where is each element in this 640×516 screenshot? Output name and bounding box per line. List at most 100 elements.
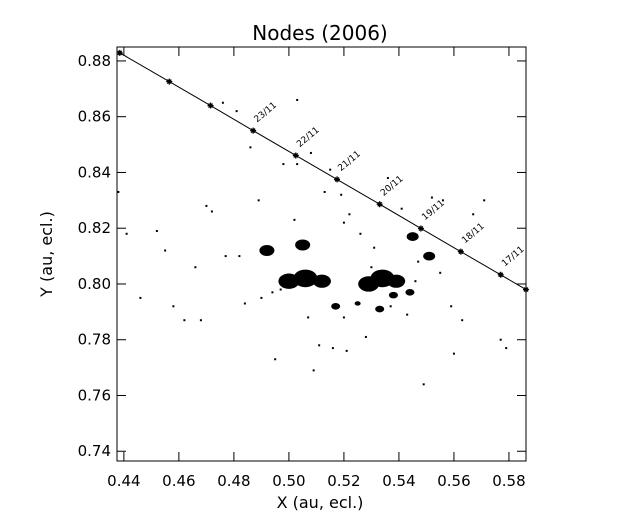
trajectory-marker [207,102,214,109]
point [279,288,282,291]
y-tick-label: 0.86 [78,108,111,126]
point [271,291,274,294]
point [461,319,464,322]
cluster [423,251,436,261]
point [243,302,246,305]
point [345,349,348,352]
point [312,369,315,372]
y-tick-label: 0.82 [78,219,111,237]
point [296,163,299,166]
point [450,305,453,308]
cluster [406,232,419,241]
cluster [331,302,341,310]
y-tick-label: 0.80 [78,275,111,293]
point [194,266,197,269]
point [282,163,285,166]
point [155,230,158,232]
trajectory-marker [250,127,257,134]
plot-frame [116,46,527,462]
point [238,255,241,258]
y-tick-label: 0.78 [78,331,111,349]
x-axis-label: X (au, ecl.) [277,493,364,512]
point [422,383,425,386]
trajectory-marker [292,152,299,159]
point [389,305,392,308]
point [342,316,345,319]
trajectory-marker [376,201,383,208]
point [340,193,343,196]
point [452,352,455,355]
point [362,285,365,288]
point [370,266,373,269]
point [342,221,345,224]
point [249,146,252,149]
date-label: 22/11 [295,125,321,149]
cluster [312,274,331,288]
y-tick-label: 0.76 [78,386,111,404]
point [183,319,186,322]
point [199,319,202,322]
point [296,98,299,101]
point [125,232,128,235]
point [260,296,263,299]
cluster [388,291,398,299]
point [235,110,238,113]
x-tick-label: 0.58 [492,472,525,490]
point [331,347,334,350]
point [323,190,326,193]
cluster [293,269,318,288]
x-tick-label: 0.50 [272,472,305,490]
x-tick-label: 0.44 [107,472,140,490]
point [139,296,142,299]
x-tick-label: 0.54 [382,472,415,490]
x-tick-label: 0.48 [217,472,250,490]
point [400,207,403,210]
trajectory-marker [334,176,341,183]
point [329,168,332,171]
x-tick-label: 0.46 [162,472,195,490]
point [274,358,277,361]
point [386,177,389,180]
trajectory-marker [417,225,424,232]
trajectory-line [119,52,527,290]
point [293,218,296,221]
point [359,232,362,235]
date-label: 23/11 [253,101,279,125]
y-tick-label: 0.74 [78,442,111,460]
point [364,335,367,338]
point [348,213,351,216]
trajectory-marker [497,271,504,278]
point [210,210,213,213]
date-label: 17/11 [500,245,526,269]
cluster [375,305,385,313]
point [257,199,260,202]
point [224,255,227,258]
y-tick-label: 0.84 [78,163,111,181]
trajectory-marker [523,286,529,293]
date-label: 19/11 [420,198,446,222]
point [417,260,420,263]
x-tick-label: 0.52 [327,472,360,490]
chart-title: Nodes (2006) [252,21,387,45]
point [318,344,321,347]
point [430,196,433,199]
point [307,316,310,319]
point [406,313,409,316]
point [414,280,417,283]
point [309,151,312,154]
date-label: 21/11 [337,149,363,173]
point [373,246,376,249]
trajectory-marker [166,78,173,85]
point [164,249,167,252]
cluster [295,239,311,251]
point [117,190,120,193]
y-axis-label: Y (au, ecl.) [37,211,56,298]
cluster [405,289,415,296]
point [483,199,486,202]
point [441,199,444,202]
trajectory-marker [457,248,464,255]
point [172,305,175,308]
point [205,204,208,207]
date-label: 18/11 [460,222,486,246]
